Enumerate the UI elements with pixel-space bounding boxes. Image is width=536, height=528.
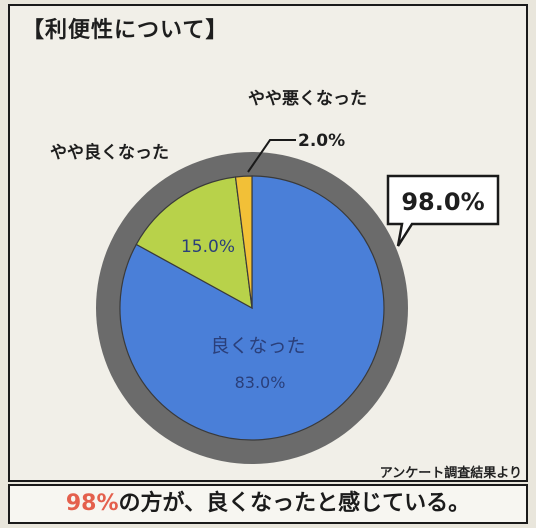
value-slightly-bad: 2.0%	[298, 131, 345, 151]
value-slightly-good: 15.0%	[181, 237, 235, 257]
leader-line	[247, 139, 296, 173]
value-good: 83.0%	[235, 373, 286, 392]
summary-highlight: 98%	[65, 491, 119, 516]
label-slightly-good: やや良くなった	[50, 142, 169, 163]
label-slightly-bad: やや悪くなった	[248, 89, 367, 109]
source-note: アンケート調査結果より	[379, 466, 522, 481]
chart-title: 【利便性について】	[22, 18, 229, 43]
summary-text: の方が、良くなったと感じている。	[118, 491, 471, 516]
callout-box: 98.0%	[386, 174, 500, 247]
summary-bar: 98%の方が、良くなったと感じている。	[8, 484, 528, 524]
label-good: 良くなった	[210, 335, 305, 357]
callout-text: 98.0%	[401, 188, 484, 216]
pie-group	[96, 152, 408, 464]
pie-slice-slightly-bad	[234, 175, 253, 309]
pie-slice-slightly-good	[135, 176, 253, 310]
